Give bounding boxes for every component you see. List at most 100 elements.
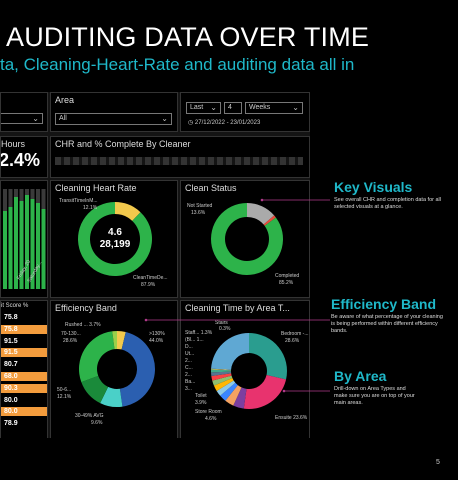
chr-complete-title: CHR and % Complete By Cleaner — [55, 139, 191, 149]
chevron-down-icon: ⌄ — [161, 114, 168, 123]
score-row: 80.0 — [1, 395, 47, 405]
date-range-text: 27/12/2022 - 23/01/2023 — [194, 120, 261, 126]
audit-score-table: it Score % 75.8 75.8 91.5 91.5 80.7 68.0 90.3 8… — [0, 300, 48, 438]
chr-label-bottom-pct: 87.9% — [141, 282, 156, 288]
score-row: 91.5 — [1, 348, 47, 358]
efficiency-band-donut-slice — [119, 332, 155, 407]
bar — [41, 209, 46, 289]
score-row: 78.9 — [1, 419, 47, 429]
cleaning-time-donut-slice — [243, 375, 287, 409]
hours-kpi-card: Hours 2.4% — [0, 136, 48, 178]
chr-donut-slice — [78, 202, 152, 276]
clean-status-title: Clean Status — [185, 183, 237, 193]
ct-label: D... — [185, 344, 193, 350]
ctba-title: Cleaning Time by Area T... — [185, 303, 290, 313]
bar — [36, 203, 40, 289]
ct-label: (Bl... 1... — [185, 337, 204, 343]
efficiency-band-donut-slice — [100, 386, 123, 407]
cleaning-time-donut-slice — [225, 385, 242, 406]
chevron-down-icon: ⌄ — [210, 103, 217, 112]
bar — [3, 211, 7, 289]
cleaner-dropdown[interactable]: ⌄ — [1, 113, 43, 124]
chevron-down-icon: ⌄ — [292, 103, 299, 112]
chr-donut-chart — [78, 202, 152, 276]
bar — [14, 197, 18, 289]
chr-donut-slice — [115, 202, 141, 221]
eb-label: Rushed ... 3.7% — [65, 322, 101, 328]
ct-label: 28.6% — [285, 338, 300, 344]
cleaning-time-donut-chart — [211, 333, 287, 409]
bar-chart-panel: Friday, 20 Saturday... — [0, 180, 48, 298]
chr-center-top: 4.6 — [108, 227, 122, 238]
eb-label: 44.0% — [149, 338, 164, 344]
efficiency-band-title: Efficiency Band — [55, 303, 117, 313]
efficiency-band-donut-chart — [79, 331, 155, 407]
score-header: it Score % — [1, 303, 29, 309]
ct-label: Ensuite 23.6% — [275, 415, 308, 421]
score-row: 75.8 — [1, 313, 47, 322]
period-unit-dropdown[interactable]: Weeks ⌄ — [245, 102, 303, 114]
cleaning-time-by-area-panel: Cleaning Time by Area T... Stairs 0.3% S… — [180, 300, 310, 438]
eb-label: 50-6... — [57, 387, 72, 393]
cs-label-top-pct: 13.6% — [191, 210, 206, 216]
feature-title: Efficiency Band — [331, 296, 437, 312]
chevron-down-icon: ⌄ — [32, 114, 39, 123]
ct-label: 0.3% — [219, 326, 231, 332]
cleaning-time-donut-slice — [211, 368, 232, 371]
bar — [25, 195, 29, 289]
hours-value: 2.4% — [0, 150, 41, 170]
cleaning-time-donut-slice — [211, 373, 232, 381]
area-label: Area — [55, 95, 75, 105]
date-range: ◷ 27/12/2022 - 23/01/2023 — [188, 119, 260, 126]
chr-label-bottom: CleanTimeDe... — [133, 275, 168, 281]
period-count-input[interactable]: 4 — [224, 102, 242, 114]
ct-label: Bedroom -... — [281, 331, 309, 337]
bar — [30, 199, 35, 289]
score-row: 90.3 — [1, 383, 47, 393]
dashboard-screenshot: ⌄ Area All ⌄ Last ⌄ 4 Weeks ⌄ ◷ 27/12/20… — [0, 92, 310, 438]
score-row: 75.8 — [1, 324, 47, 334]
score-row: 80.7 — [1, 360, 47, 370]
connector-dot — [144, 318, 148, 322]
ct-label: Stairs — [215, 320, 228, 326]
cleaning-time-donut-slice — [211, 371, 232, 376]
page-number: 5 — [436, 459, 440, 466]
ct-label: 2... — [185, 358, 192, 364]
eb-label: 28.6% — [63, 338, 78, 344]
chr-center-bottom: 28,199 — [99, 239, 131, 250]
period-filter-panel: Last ⌄ 4 Weeks ⌄ ◷ 27/12/2022 - 23/01/20… — [180, 92, 310, 132]
feature-title: By Area — [334, 368, 387, 384]
efficiency-band-donut-slice — [112, 331, 117, 350]
cleaning-time-donut-slice — [212, 375, 233, 386]
calendar-icon: ◷ — [188, 120, 194, 126]
efficiency-band-panel: Efficiency Band Rushed ... 3.7% 70-130..… — [50, 300, 178, 438]
eb-label: 70-130... — [61, 331, 81, 337]
slide-title: AUDITING DATA OVER TIME — [6, 22, 370, 52]
cleaning-heart-rate-panel: Cleaning Heart Rate 4.6 28,199 TransitTi… — [50, 180, 178, 298]
ct-label: 3.9% — [195, 400, 207, 406]
cs-label-bottom: Completed — [275, 273, 300, 279]
ct-label: Store Room — [195, 409, 222, 415]
area-dropdown[interactable]: All ⌄ — [55, 113, 172, 125]
chr-complete-panel: CHR and % Complete By Cleaner — [50, 136, 310, 178]
period-count-value: 4 — [228, 104, 232, 111]
score-row: 91.5 — [1, 336, 47, 346]
clean-status-donut-chart — [211, 203, 283, 275]
feature-description: Drill-down on Area Types and make sure y… — [334, 386, 415, 406]
cleaning-time-donut-slice — [213, 377, 234, 391]
area-value: All — [59, 115, 67, 122]
clean-status-donut-slice — [247, 203, 275, 225]
period-mode-dropdown[interactable]: Last ⌄ — [186, 102, 221, 114]
cleaning-time-donut-slice — [233, 387, 247, 409]
chr-title: Cleaning Heart Rate — [55, 183, 137, 193]
efficiency-band-donut-slice — [81, 375, 109, 404]
cs-label-top: Not Started — [187, 203, 213, 209]
eb-label: 12.1% — [57, 394, 72, 400]
score-row: 80.0 — [1, 407, 47, 417]
feature-description: Be aware of what percentage of your clea… — [331, 314, 443, 334]
ct-label: Toilet — [195, 393, 207, 399]
eb-label: >130% — [149, 331, 165, 337]
bar-chart — [3, 189, 46, 289]
bar — [19, 201, 24, 289]
